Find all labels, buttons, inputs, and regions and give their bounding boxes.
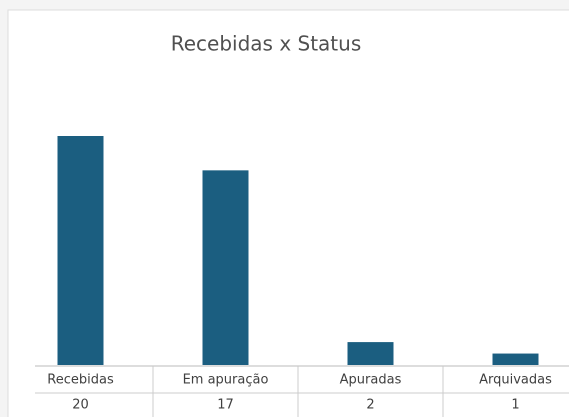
category-label: Recebidas — [47, 373, 114, 388]
bar — [492, 353, 539, 365]
category-label: Arquivadas — [479, 373, 552, 388]
bar — [57, 136, 104, 365]
value-label: 2 — [366, 398, 374, 413]
bar — [347, 342, 394, 365]
value-label: 20 — [72, 398, 89, 413]
bar — [202, 170, 249, 365]
category-label: Apuradas — [340, 373, 402, 388]
category-label: Em apuração — [183, 373, 269, 388]
value-label: 1 — [511, 398, 519, 413]
chart-title: Recebidas x Status — [171, 32, 362, 56]
value-label: 17 — [217, 398, 234, 413]
